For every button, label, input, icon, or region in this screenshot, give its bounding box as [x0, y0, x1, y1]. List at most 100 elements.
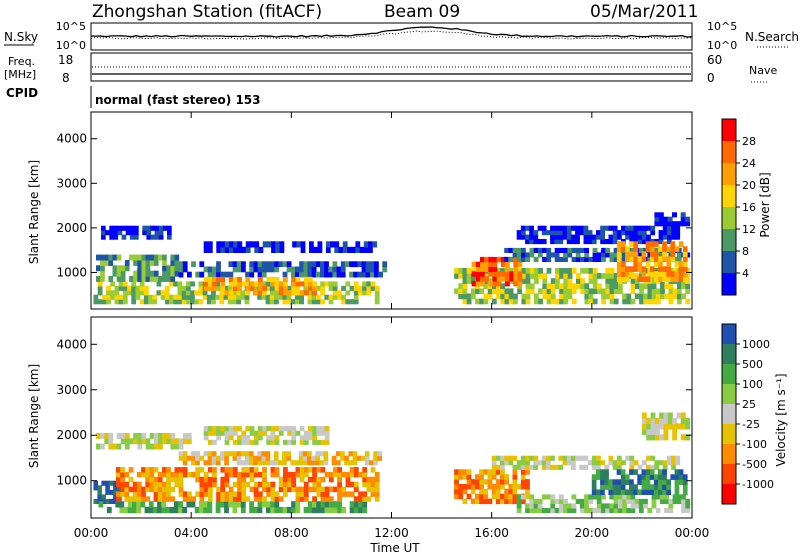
- echo-cell: [199, 501, 204, 508]
- echo-cell: [101, 225, 106, 231]
- echo-cell: [240, 501, 246, 508]
- echo-cell: [650, 434, 656, 441]
- echo-cell: [337, 501, 342, 508]
- echo-cell: [662, 464, 668, 470]
- echo-cell: [641, 266, 647, 272]
- echo-cell: [219, 299, 225, 305]
- echo-cell: [369, 271, 375, 278]
- echo-cell: [674, 261, 680, 267]
- echo-cell: [144, 506, 150, 514]
- echo-cell: [340, 266, 346, 273]
- echo-cell: [274, 435, 280, 441]
- echo-cell: [328, 266, 334, 273]
- echo-cell: [134, 230, 139, 236]
- echo-cell: [169, 299, 174, 305]
- echo-cell: [500, 276, 506, 282]
- echo-cell: [356, 455, 362, 461]
- echo-cell: [616, 251, 622, 257]
- echo-cell: [592, 283, 598, 289]
- echo-cell: [520, 464, 526, 470]
- nave-label: Nave: [749, 64, 777, 77]
- echo-cell: [109, 489, 114, 495]
- echo-cell: [308, 467, 313, 473]
- echo-cell: [685, 252, 691, 258]
- echo-cell: [596, 256, 602, 262]
- echo-cell: [504, 298, 510, 305]
- echo-cell: [674, 276, 680, 282]
- echo-cell: [133, 433, 138, 439]
- echo-cell: [617, 494, 623, 500]
- echo-cell: [137, 433, 143, 439]
- echo-cell: [616, 460, 622, 466]
- echo-cell: [605, 268, 611, 274]
- echo-cell: [516, 230, 522, 236]
- echo-cell: [136, 501, 141, 508]
- echo-cell: [173, 294, 179, 300]
- echo-cell: [605, 283, 611, 289]
- echo-cell: [353, 486, 359, 493]
- echo-cell: [466, 479, 472, 485]
- echo-cell: [262, 481, 267, 488]
- echo-cell: [550, 225, 555, 231]
- echo-cell: [169, 506, 175, 514]
- echo-cell: [563, 498, 568, 504]
- echo-cell: [136, 506, 141, 514]
- echo-cell: [101, 494, 106, 500]
- echo-cell: [513, 271, 519, 277]
- echo-cell: [676, 283, 682, 289]
- echo-cell: [245, 471, 251, 478]
- echo-cell: [554, 247, 560, 253]
- echo-cell: [212, 430, 217, 436]
- echo-cell: [591, 464, 597, 470]
- echo-cell: [207, 506, 213, 514]
- echo-cell: [115, 501, 121, 508]
- echo-cell: [317, 246, 323, 253]
- echo-cell: [550, 494, 556, 500]
- echo-cell: [100, 443, 105, 450]
- echo-cell: [104, 433, 109, 439]
- echo-cell: [216, 491, 221, 497]
- echo-cell: [290, 271, 296, 278]
- echo-cell: [685, 423, 691, 430]
- echo-cell: [649, 469, 655, 475]
- echo-cell: [331, 455, 337, 461]
- echo-cell: [262, 430, 267, 436]
- echo-cell: [278, 476, 284, 483]
- echo-cell: [215, 294, 221, 300]
- echo-cell: [299, 266, 304, 273]
- echo-cell: [630, 503, 636, 509]
- echo-cell: [324, 294, 330, 300]
- echo-cell: [608, 455, 614, 461]
- echo-cell: [245, 246, 251, 253]
- echo-cell: [373, 460, 378, 466]
- echo-cell: [211, 290, 216, 296]
- echo-cell: [253, 261, 259, 268]
- echo-cell: [562, 225, 568, 231]
- echo-cell: [241, 430, 247, 436]
- echo-cell: [487, 474, 493, 480]
- echo-cell: [254, 246, 260, 253]
- colorbar-tick-label: 500: [742, 358, 763, 371]
- echo-cell: [253, 471, 259, 478]
- echo-cell: [571, 268, 577, 274]
- echo-cell: [215, 281, 221, 287]
- echo-cell: [121, 225, 127, 231]
- echo-cell: [170, 433, 176, 439]
- echo-cell: [203, 285, 209, 291]
- echo-cell: [245, 290, 251, 296]
- echo-cell: [369, 460, 374, 466]
- echo-cell: [236, 294, 241, 300]
- echo-cell: [232, 481, 238, 488]
- power-colorbar-label: Power [dB]: [758, 172, 772, 237]
- echo-cell: [373, 451, 378, 457]
- echo-cell: [495, 498, 501, 505]
- echo-cell: [365, 266, 371, 273]
- echo-cell: [616, 455, 622, 461]
- echo-cell: [153, 276, 159, 282]
- echo-cell: [658, 266, 663, 272]
- nsearch-label: N.Search: [745, 30, 799, 44]
- echo-cell: [592, 508, 598, 514]
- echo-cell: [520, 474, 526, 480]
- echo-cell: [153, 481, 159, 488]
